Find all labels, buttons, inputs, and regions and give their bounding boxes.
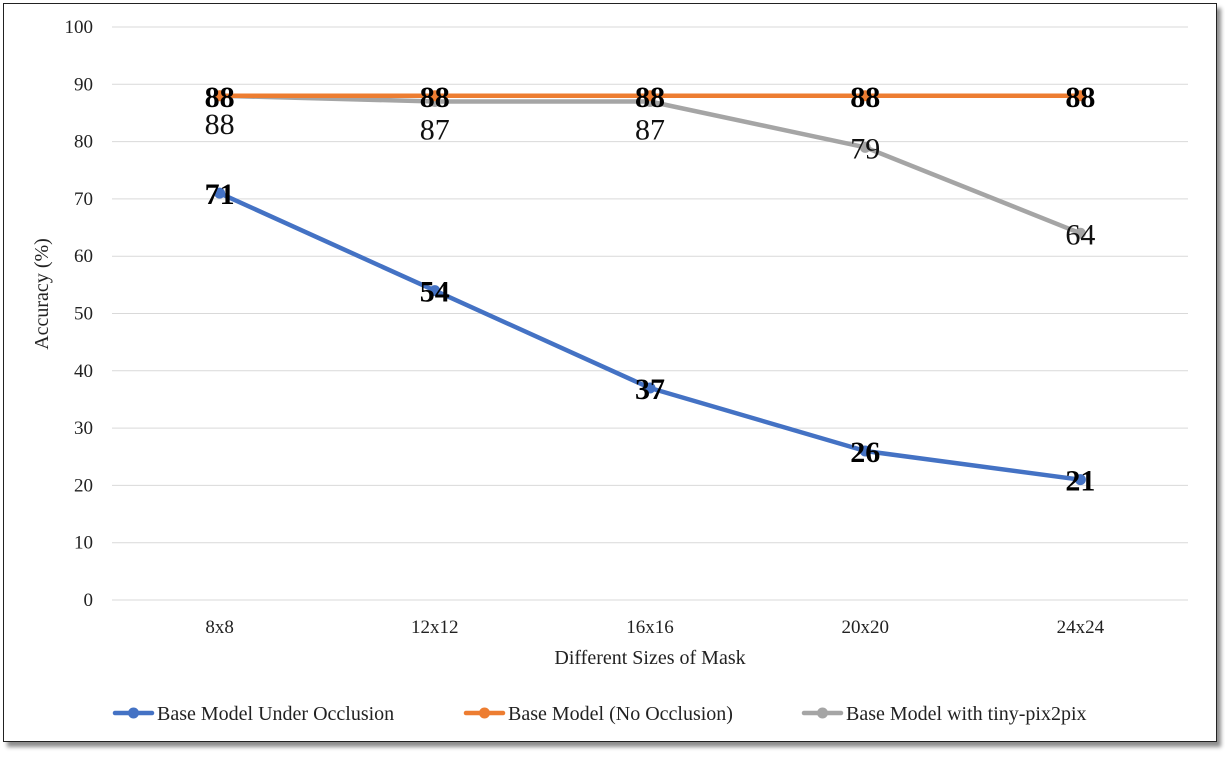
x-tick-label: 24x24 <box>1057 617 1105 638</box>
legend-label: Base Model (No Occlusion) <box>508 703 733 725</box>
y-tick-label: 40 <box>74 361 93 382</box>
data-label: 64 <box>1065 218 1095 251</box>
legend-swatch-marker <box>128 707 139 719</box>
legend: Base Model Under Occlusion Base Model (No… <box>112 703 1087 725</box>
x-tick-label: 16x16 <box>626 617 674 638</box>
legend-label: Base Model Under Occlusion <box>157 703 394 725</box>
data-point <box>429 285 441 297</box>
x-axis-title: Different Sizes of Mask <box>554 647 745 669</box>
y-tick-label: 50 <box>74 304 93 325</box>
legend-label: Base Model with tiny-pix2pix <box>846 703 1087 725</box>
y-tick-label: 60 <box>74 246 93 267</box>
data-label: 21 <box>1065 465 1095 498</box>
data-point <box>214 90 226 102</box>
data-point <box>1074 90 1086 102</box>
data-point <box>859 90 871 102</box>
y-tick-label: 90 <box>74 74 93 95</box>
data-label: 54 <box>420 276 450 309</box>
legend-swatch-marker <box>479 707 490 719</box>
data-label: 88 <box>1065 81 1095 114</box>
data-point <box>1074 474 1086 486</box>
data-point <box>859 141 871 153</box>
legend-swatch-marker <box>817 707 828 719</box>
series-line-0 <box>217 190 1083 482</box>
x-tick-label: 12x12 <box>411 617 459 638</box>
data-label: 87 <box>635 113 665 146</box>
y-axis-title: Accuracy (%) <box>31 238 53 350</box>
x-tick-label: 20x20 <box>841 617 889 638</box>
data-label: 88 <box>635 81 665 114</box>
data-label: 26 <box>850 436 880 469</box>
x-tick-label: 8x8 <box>205 617 234 638</box>
data-point <box>214 187 226 199</box>
data-point <box>1074 227 1086 239</box>
y-tick-label: 20 <box>74 475 93 496</box>
data-label: 88 <box>420 81 450 114</box>
data-point <box>859 445 871 457</box>
x-axis-ticks: 8x8 12x12 16x16 20x20 24x24 <box>205 617 1104 638</box>
data-label: 87 <box>420 113 450 146</box>
data-label: 79 <box>850 132 880 165</box>
y-tick-label: 10 <box>74 533 93 554</box>
chart-frame <box>3 3 1217 742</box>
data-point <box>644 90 656 102</box>
data-label: 37 <box>635 373 665 406</box>
data-label: 88 <box>850 81 880 114</box>
y-tick-label: 70 <box>74 189 93 210</box>
y-tick-label: 100 <box>65 17 94 38</box>
series-lines <box>214 90 1086 486</box>
y-tick-label: 30 <box>74 418 93 439</box>
data-point <box>644 382 656 394</box>
data-label: 88 <box>205 108 235 141</box>
y-tick-label: 80 <box>74 132 93 153</box>
data-label: 71 <box>205 178 235 211</box>
y-axis-ticks: 0 10 20 30 40 50 60 70 80 90 100 <box>65 17 94 611</box>
data-point <box>429 90 441 102</box>
gridlines <box>112 26 1188 601</box>
y-tick-label: 0 <box>84 590 94 611</box>
data-label: 88 <box>205 81 235 114</box>
